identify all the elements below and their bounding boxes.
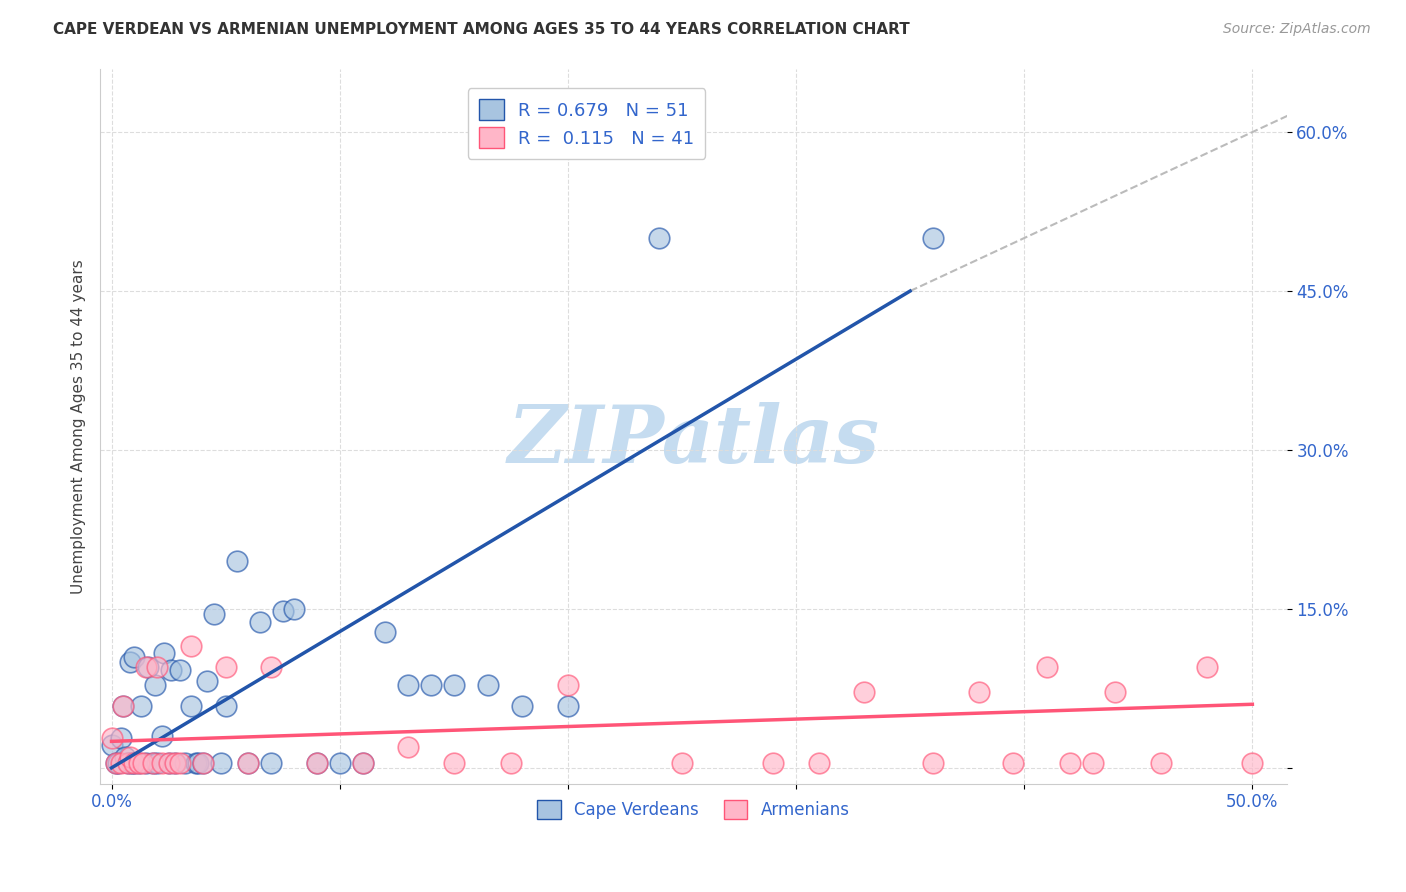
Point (238, 756, 260, 770)
Point (648, 231, 671, 245)
Point (150, 729, 173, 743)
Point (443, 756, 465, 770)
Point (180, 699, 202, 714)
Point (105, 756, 128, 770)
Point (157, 756, 180, 770)
Point (128, 756, 150, 770)
Point (922, 231, 945, 245)
Point (374, 625, 396, 640)
Legend: Cape Verdeans, Armenians: Cape Verdeans, Armenians (530, 793, 856, 825)
Point (110, 756, 132, 770)
Point (110, 731, 132, 746)
Point (146, 756, 169, 770)
Point (510, 699, 533, 714)
Point (329, 756, 352, 770)
Point (180, 639, 202, 653)
Point (100, 738, 122, 752)
Point (160, 664, 183, 678)
Text: ZIPatlas: ZIPatlas (508, 401, 879, 479)
Point (249, 615, 271, 629)
Point (557, 678, 579, 692)
Point (1241, 756, 1264, 770)
Point (420, 678, 443, 692)
Point (271, 604, 294, 618)
Point (1104, 684, 1126, 698)
Point (967, 684, 990, 698)
Point (214, 660, 236, 674)
Point (129, 699, 152, 714)
Point (117, 756, 139, 770)
Point (118, 750, 141, 764)
Point (135, 756, 157, 770)
Point (121, 756, 143, 770)
Point (1195, 660, 1218, 674)
Point (1036, 660, 1059, 674)
Point (1150, 756, 1173, 770)
Point (169, 664, 191, 678)
Point (671, 756, 693, 770)
Point (557, 699, 579, 714)
Point (209, 756, 232, 770)
Point (1001, 756, 1024, 770)
Point (922, 756, 945, 770)
Text: CAPE VERDEAN VS ARMENIAN UNEMPLOYMENT AMONG AGES 35 TO 44 YEARS CORRELATION CHAR: CAPE VERDEAN VS ARMENIAN UNEMPLOYMENT AM… (53, 22, 910, 37)
Point (124, 756, 146, 770)
Point (202, 607, 225, 622)
Point (142, 756, 165, 770)
Point (135, 660, 157, 674)
Point (238, 756, 260, 770)
Point (117, 756, 139, 770)
Point (807, 756, 830, 770)
Point (305, 756, 328, 770)
Point (305, 756, 328, 770)
Point (1059, 756, 1081, 770)
Point (105, 756, 128, 770)
Point (111, 699, 134, 714)
Point (396, 678, 419, 692)
Point (165, 756, 187, 770)
Point (124, 756, 146, 770)
Point (477, 678, 499, 692)
Point (153, 647, 176, 661)
Point (114, 750, 136, 764)
Point (352, 756, 374, 770)
Point (187, 756, 209, 770)
Point (184, 756, 207, 770)
Point (191, 756, 214, 770)
Point (226, 554, 249, 568)
Point (136, 660, 159, 674)
Point (191, 756, 214, 770)
Point (143, 678, 166, 692)
Point (128, 756, 150, 770)
Point (107, 756, 129, 770)
Y-axis label: Unemployment Among Ages 35 to 44 years: Unemployment Among Ages 35 to 44 years (72, 259, 86, 593)
Point (260, 756, 283, 770)
Point (150, 756, 173, 770)
Point (169, 756, 191, 770)
Point (762, 756, 785, 770)
Point (111, 699, 134, 714)
Point (499, 756, 522, 770)
Point (118, 655, 141, 669)
Point (283, 602, 305, 616)
Point (352, 756, 374, 770)
Point (195, 673, 218, 688)
Point (443, 678, 465, 692)
Point (1081, 756, 1104, 770)
Point (142, 756, 165, 770)
Point (157, 756, 180, 770)
Point (165, 756, 187, 770)
Point (146, 660, 169, 674)
Point (853, 684, 876, 698)
Point (124, 649, 146, 664)
Point (214, 699, 236, 714)
Text: Source: ZipAtlas.com: Source: ZipAtlas.com (1223, 22, 1371, 37)
Point (173, 756, 195, 770)
Point (100, 731, 122, 746)
Point (132, 756, 155, 770)
Point (260, 660, 283, 674)
Point (396, 739, 419, 754)
